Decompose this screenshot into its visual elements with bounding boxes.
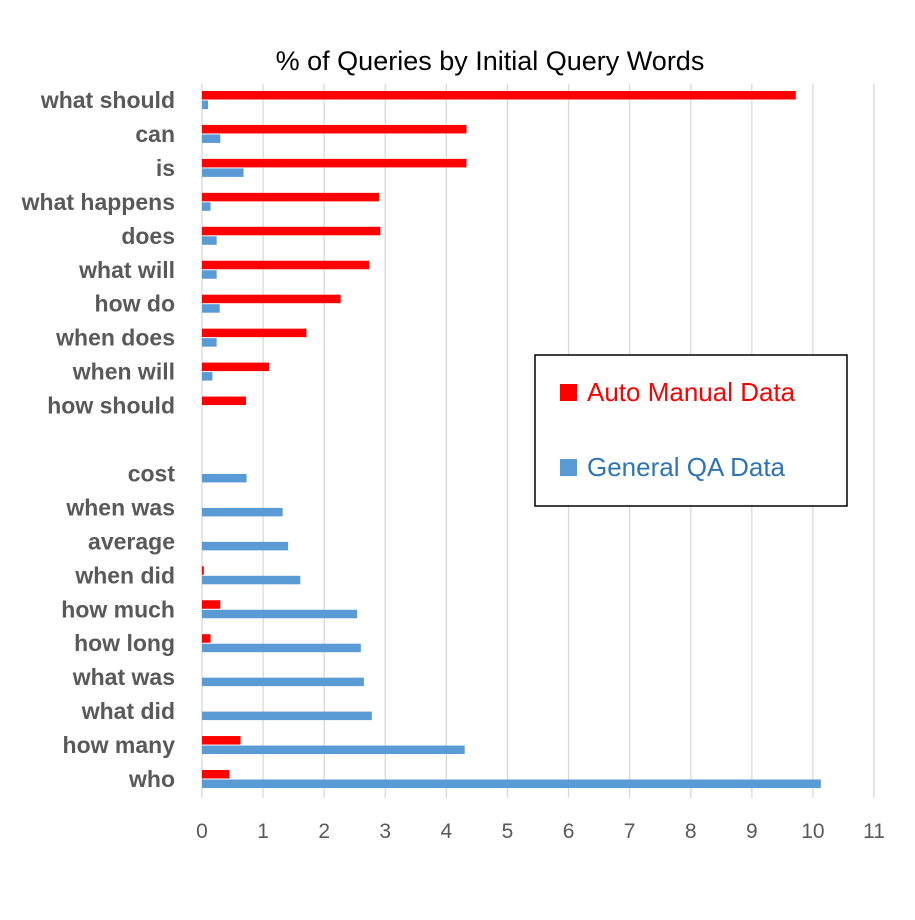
x-tick-label: 11 <box>863 820 885 843</box>
x-tick-label: 8 <box>685 820 697 843</box>
legend-label-general-qa: General QA Data <box>587 452 786 482</box>
x-tick-label: 6 <box>563 820 575 843</box>
bar-general-qa <box>202 100 209 109</box>
category-label: how long <box>74 630 175 656</box>
x-tick-label: 2 <box>318 820 330 843</box>
bar-auto-manual <box>202 362 270 372</box>
category-label: average <box>88 528 175 554</box>
bar-auto-manual <box>202 226 381 236</box>
chart-title: % of Queries by Initial Query Words <box>276 46 705 76</box>
bar-general-qa <box>202 609 358 619</box>
bar-general-qa <box>202 541 289 551</box>
category-label: when does <box>55 325 175 351</box>
category-label: what happens <box>21 189 175 215</box>
bar-auto-manual <box>202 158 467 168</box>
category-label: how do <box>95 291 175 317</box>
x-tick-labels: 0 1 2 3 4 5 6 7 8 9 10 11 <box>196 820 885 843</box>
x-tick-label: 7 <box>624 820 636 843</box>
bar-general-qa <box>202 134 221 143</box>
category-label: what did <box>81 698 175 724</box>
bar-auto-manual <box>202 294 341 304</box>
bar-auto-manual <box>202 736 241 745</box>
bar-general-qa <box>202 202 211 211</box>
legend: Auto Manual Data General QA Data <box>534 354 848 507</box>
bar-general-qa <box>202 643 361 653</box>
legend-label-auto-manual: Auto Manual Data <box>587 377 796 407</box>
x-tick-label: 10 <box>801 820 824 843</box>
bar-general-qa <box>202 473 247 483</box>
legend-swatch-auto-manual <box>560 384 577 401</box>
bar-general-qa <box>202 372 213 381</box>
bar-auto-manual <box>202 634 211 643</box>
bar-general-qa <box>202 270 217 279</box>
bar-general-qa <box>202 779 821 788</box>
category-label: is <box>156 155 175 181</box>
bars <box>202 91 821 788</box>
category-label: when did <box>74 562 175 588</box>
bar-general-qa <box>202 507 283 517</box>
category-label: how should <box>47 393 175 419</box>
x-tick-label: 9 <box>746 820 758 843</box>
bar-auto-manual <box>202 192 380 202</box>
category-labels: what should can is what happens does what wil… <box>21 87 176 792</box>
bar-general-qa <box>202 677 364 687</box>
legend-box <box>534 354 848 507</box>
category-label: cost <box>128 460 176 486</box>
bar-auto-manual <box>202 396 246 406</box>
bar-auto-manual <box>202 91 796 100</box>
bar-auto-manual <box>202 328 307 338</box>
x-tick-label: 5 <box>502 820 514 843</box>
x-tick-label: 1 <box>257 820 269 843</box>
x-tick-label: 0 <box>196 820 208 843</box>
x-tick-label: 4 <box>441 820 453 843</box>
x-tick-label: 3 <box>379 820 391 843</box>
category-label: does <box>121 223 175 249</box>
category-label: who <box>128 766 175 792</box>
bar-general-qa <box>202 711 372 721</box>
category-label: can <box>135 121 175 147</box>
category-label: what should <box>40 87 175 113</box>
bar-auto-manual <box>202 124 467 134</box>
bar-auto-manual <box>202 770 230 779</box>
category-label: what was <box>72 664 175 690</box>
category-label: what will <box>78 257 175 283</box>
bar-general-qa <box>202 575 301 585</box>
category-label: when was <box>65 494 175 520</box>
bar-auto-manual <box>202 260 370 270</box>
category-label: how many <box>63 732 176 758</box>
category-label: when will <box>72 359 175 385</box>
bar-auto-manual <box>202 600 221 609</box>
bar-general-qa <box>202 236 217 245</box>
bar-general-qa <box>202 338 217 347</box>
category-label: how much <box>61 596 175 622</box>
bar-general-qa <box>202 745 465 755</box>
bar-auto-manual <box>202 566 204 575</box>
bar-general-qa <box>202 168 244 177</box>
legend-swatch-general-qa <box>560 459 577 476</box>
bar-general-qa <box>202 304 220 313</box>
